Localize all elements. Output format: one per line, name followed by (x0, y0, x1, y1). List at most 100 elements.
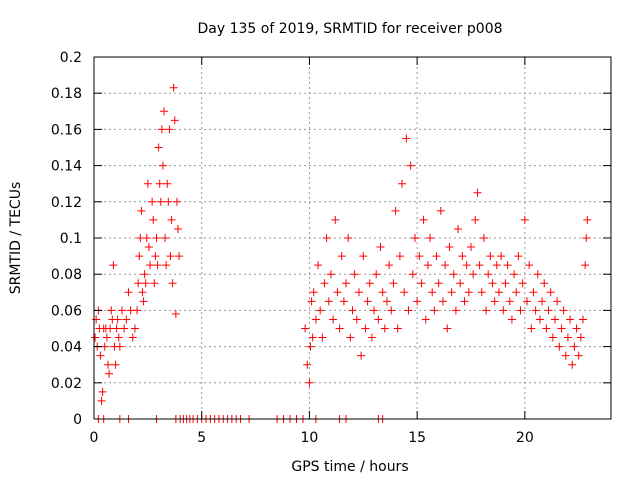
y-tick-label: 0.04 (51, 340, 82, 356)
y-tick-label: 0.18 (51, 86, 82, 102)
data-point (365, 279, 374, 288)
data-point (344, 234, 353, 242)
data-point (570, 342, 579, 351)
data-point (153, 261, 162, 270)
data-point (333, 288, 342, 297)
x-tick-label: 0 (90, 430, 99, 446)
data-point (150, 279, 159, 288)
data-point (441, 261, 450, 270)
data-point (529, 288, 538, 297)
data-point (361, 324, 370, 333)
data-point (477, 288, 486, 297)
data-point (163, 179, 172, 188)
data-point (548, 333, 557, 342)
data-point (514, 252, 523, 261)
data-point (359, 252, 368, 261)
data-point (162, 261, 171, 270)
data-point (130, 324, 139, 333)
data-point (152, 234, 161, 242)
data-point (417, 279, 426, 288)
data-point (154, 143, 163, 152)
data-point (357, 351, 366, 360)
data-point (124, 288, 133, 297)
data-point (512, 288, 521, 297)
data-point (432, 252, 441, 261)
data-point (134, 279, 143, 288)
data-point (499, 306, 508, 315)
data-point (497, 252, 506, 261)
data-point (572, 324, 581, 333)
data-point (143, 179, 152, 188)
x-tick-label: 10 (301, 430, 319, 446)
data-point (148, 197, 157, 206)
data-point (171, 310, 180, 319)
data-point (146, 261, 155, 270)
data-point (326, 270, 335, 279)
data-point (331, 215, 340, 224)
data-point (113, 315, 122, 324)
data-point (516, 306, 525, 315)
data-points (91, 83, 592, 423)
data-point (311, 315, 320, 324)
data-point (486, 252, 495, 261)
data-point (438, 297, 447, 306)
data-point (387, 306, 396, 315)
data-point (462, 261, 471, 270)
data-point (156, 197, 165, 206)
data-point (436, 206, 445, 215)
data-point (97, 396, 106, 405)
data-point (408, 270, 417, 279)
data-point (561, 351, 570, 360)
data-point (382, 297, 391, 306)
data-point (546, 288, 555, 297)
data-point (391, 206, 400, 215)
data-point (469, 270, 478, 279)
data-point (303, 360, 312, 369)
data-point (144, 243, 153, 252)
data-point (306, 342, 315, 351)
data-point (400, 288, 409, 297)
data-point (445, 243, 454, 252)
data-point (164, 197, 173, 206)
x-axis-label: GPS time / hours (291, 459, 408, 475)
data-point (490, 297, 499, 306)
data-point (428, 288, 437, 297)
data-point (380, 324, 389, 333)
data-point (434, 279, 443, 288)
data-point (372, 270, 381, 279)
data-point (135, 252, 144, 261)
data-point (128, 333, 137, 342)
data-point (169, 83, 178, 92)
grid-lines (94, 57, 611, 419)
data-point (473, 188, 482, 197)
data-point (346, 333, 355, 342)
data-point (479, 234, 488, 242)
data-point (307, 297, 316, 306)
data-point (540, 279, 549, 288)
data-point (167, 215, 176, 224)
data-point (447, 288, 456, 297)
data-point (133, 306, 142, 315)
data-point (120, 324, 129, 333)
data-point (518, 279, 527, 288)
data-point (426, 234, 435, 242)
data-point (142, 234, 151, 242)
data-point (510, 270, 519, 279)
data-point (535, 315, 544, 324)
data-point (555, 342, 564, 351)
data-point (175, 252, 184, 261)
data-point (309, 288, 318, 297)
data-point (174, 224, 183, 233)
data-point (100, 342, 109, 351)
data-point (139, 297, 148, 306)
data-point (96, 351, 105, 360)
data-point (308, 333, 317, 342)
data-point (568, 360, 577, 369)
data-point (582, 234, 591, 242)
data-point (563, 333, 572, 342)
data-point (550, 315, 559, 324)
data-point (324, 297, 333, 306)
data-point (492, 261, 501, 270)
data-point (475, 261, 484, 270)
data-point (423, 261, 432, 270)
